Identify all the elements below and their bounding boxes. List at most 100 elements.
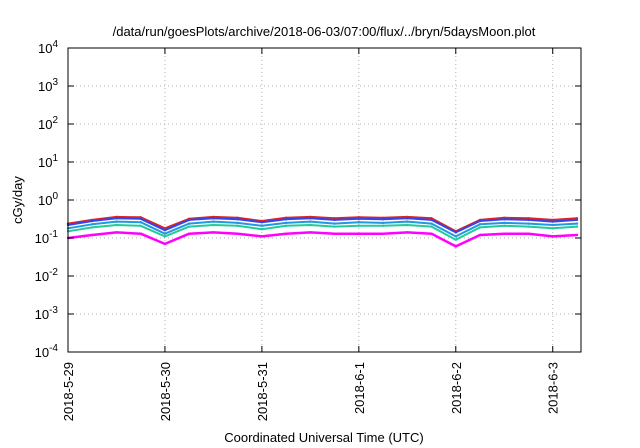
x-axis-label: Coordinated Universal Time (UTC) bbox=[224, 430, 423, 445]
data-point bbox=[333, 218, 336, 222]
y-tick-label: 103 bbox=[38, 77, 58, 94]
data-point bbox=[139, 217, 142, 220]
y-tick-label: 104 bbox=[38, 39, 58, 56]
data-point bbox=[503, 232, 506, 235]
data-point bbox=[357, 221, 360, 224]
data-point bbox=[430, 225, 433, 228]
data-point bbox=[260, 228, 264, 231]
data-point bbox=[551, 235, 554, 238]
data-point bbox=[284, 221, 288, 225]
data-point bbox=[188, 222, 191, 225]
data-point bbox=[381, 218, 385, 221]
data-point bbox=[212, 217, 215, 220]
data-point bbox=[478, 226, 482, 229]
data-point bbox=[139, 224, 142, 227]
data-point bbox=[91, 223, 94, 226]
data-point bbox=[309, 223, 312, 227]
data-point bbox=[381, 221, 385, 225]
data-point bbox=[212, 220, 215, 223]
data-point bbox=[454, 235, 457, 238]
data-point bbox=[236, 218, 239, 221]
series-line-5 bbox=[67, 231, 578, 248]
data-point bbox=[454, 245, 457, 248]
data-point bbox=[430, 232, 433, 235]
data-point bbox=[430, 222, 433, 225]
x-tick-label: 2018-5-30 bbox=[158, 362, 173, 421]
data-point bbox=[527, 225, 530, 228]
data-point bbox=[188, 232, 191, 235]
data-point bbox=[454, 231, 457, 234]
x-tick-label: 2018-5-31 bbox=[255, 362, 270, 421]
y-tick-label: 10-1 bbox=[35, 229, 59, 246]
data-point bbox=[260, 221, 264, 224]
data-point bbox=[236, 221, 239, 225]
data-point bbox=[381, 224, 385, 227]
data-point bbox=[163, 229, 167, 232]
data-point bbox=[309, 231, 312, 234]
y-axis: 10-4 10-3 10-2 10-1 100 101 102 103 104 bbox=[35, 39, 581, 360]
data-point bbox=[406, 231, 409, 234]
data-point bbox=[91, 233, 94, 237]
data-point bbox=[406, 220, 409, 223]
y-tick-label: 102 bbox=[38, 115, 58, 132]
data-point bbox=[163, 235, 167, 238]
chart-title: /data/run/goesPlots/archive/2018-06-03/0… bbox=[113, 24, 536, 39]
data-point bbox=[357, 224, 360, 227]
data-point bbox=[503, 221, 506, 225]
data-point bbox=[357, 217, 360, 220]
data-point bbox=[551, 223, 554, 227]
data-point bbox=[309, 217, 312, 220]
data-point bbox=[163, 232, 167, 235]
data-point bbox=[188, 225, 191, 228]
data-point bbox=[503, 218, 506, 221]
data-point bbox=[406, 223, 409, 227]
data-point bbox=[527, 232, 530, 235]
data-point bbox=[575, 222, 579, 225]
x-axis: 2018-5-29 2018-5-30 2018-5-31 2018-6-1 2018-… bbox=[61, 48, 561, 421]
data-point bbox=[430, 218, 433, 222]
y-tick-label: 10-4 bbox=[35, 343, 59, 360]
x-tick-label: 2018-6-2 bbox=[449, 362, 464, 414]
data-point bbox=[478, 223, 482, 226]
data-point bbox=[236, 224, 239, 227]
data-point bbox=[163, 242, 167, 246]
data-point bbox=[478, 233, 482, 237]
x-tick-label: 2018-6-3 bbox=[546, 362, 561, 414]
y-tick-label: 10-3 bbox=[35, 305, 59, 322]
series-line-2 bbox=[67, 217, 578, 234]
data-point bbox=[333, 232, 336, 235]
data-point bbox=[381, 232, 385, 235]
data-point bbox=[212, 231, 215, 234]
data-point bbox=[115, 231, 118, 234]
series-layer bbox=[66, 215, 579, 248]
data-point bbox=[139, 221, 142, 224]
data-point bbox=[139, 232, 142, 235]
data-point bbox=[284, 224, 288, 227]
data-point bbox=[575, 218, 579, 222]
data-point bbox=[236, 232, 239, 235]
data-point bbox=[188, 218, 191, 222]
data-point bbox=[575, 233, 579, 237]
data-point bbox=[333, 225, 336, 228]
data-point bbox=[551, 218, 554, 222]
series-line-1 bbox=[67, 215, 578, 233]
y-axis-label: cGy/day bbox=[10, 176, 25, 224]
data-point bbox=[212, 223, 215, 227]
y-tick-label: 10-2 bbox=[35, 267, 59, 284]
data-point bbox=[91, 219, 94, 223]
data-point bbox=[454, 238, 457, 241]
series-line-4 bbox=[67, 224, 578, 241]
data-point bbox=[503, 224, 506, 227]
data-point bbox=[406, 217, 409, 220]
data-point bbox=[284, 232, 288, 235]
data-point bbox=[357, 232, 360, 235]
grid bbox=[67, 48, 581, 352]
data-point bbox=[115, 223, 118, 227]
data-point bbox=[527, 222, 530, 225]
data-point bbox=[284, 218, 288, 221]
data-point bbox=[333, 222, 336, 225]
series-line-3 bbox=[67, 220, 578, 238]
x-tick-label: 2018-5-29 bbox=[61, 362, 76, 421]
data-point bbox=[260, 235, 264, 238]
